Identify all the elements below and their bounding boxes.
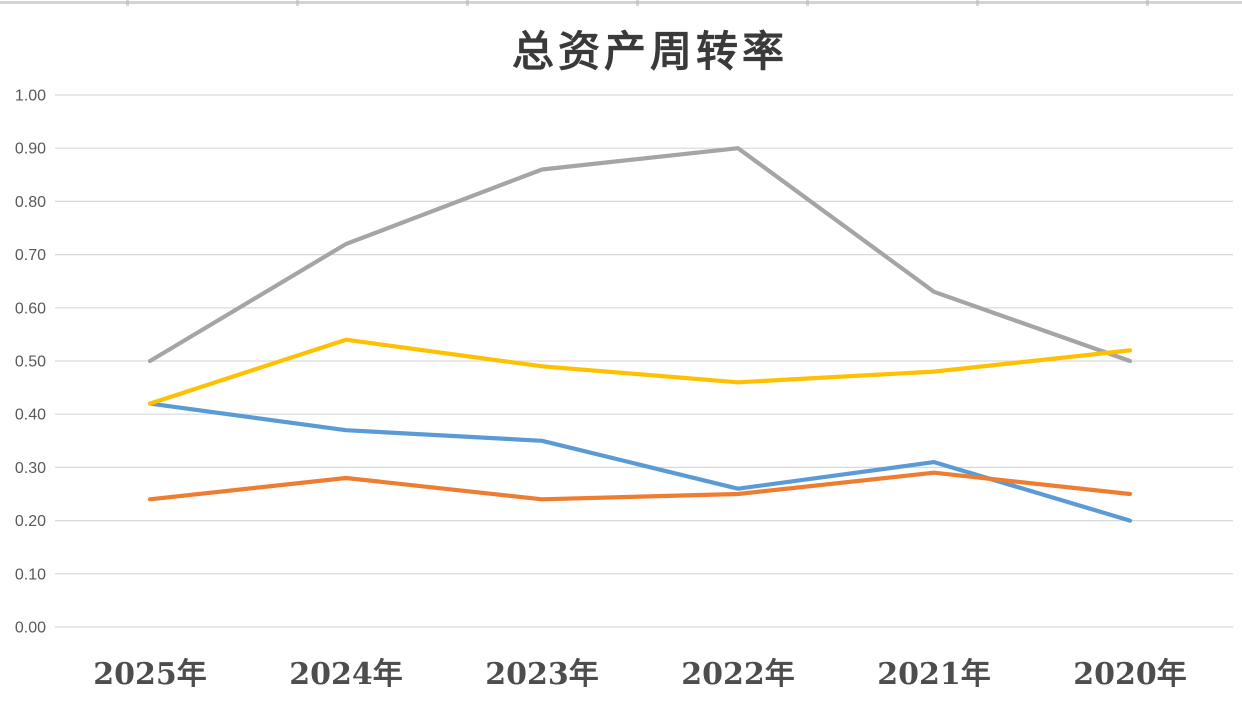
y-axis-tick-label: 0.40 [15,407,46,424]
y-axis-tick-label: 0.00 [15,620,46,637]
y-axis-tick-label: 0.30 [15,460,46,477]
y-axis-tick-label: 1.00 [15,88,46,105]
y-axis-tick-label: 0.60 [15,300,46,317]
series-yellow-line [147,337,1133,406]
spreadsheet-column-ticks [0,0,1242,6]
series-blue-line [147,401,1133,523]
x-axis-tick-label: 2022年 [681,657,795,692]
x-axis-tick-label: 2021年 [877,657,991,692]
chart-title: 总资产周转率 [511,27,788,76]
x-axis-tick-label: 2023年 [485,657,599,692]
y-axis-tick-label: 0.10 [15,566,46,583]
y-axis-tick-label: 0.70 [15,247,46,264]
x-axis-tick-label: 2020年 [1073,657,1187,692]
x-axis-tick-label: 2025年 [93,657,207,692]
series-orange-line [147,470,1133,502]
y-axis-tick-label: 0.90 [15,141,46,158]
y-axis-tick-label: 0.20 [15,513,46,530]
x-axis-tick-label: 2024年 [289,657,403,692]
series-gray-line [147,146,1133,364]
y-axis-tick-label: 0.50 [15,354,46,371]
y-axis-tick-label: 0.80 [15,194,46,211]
